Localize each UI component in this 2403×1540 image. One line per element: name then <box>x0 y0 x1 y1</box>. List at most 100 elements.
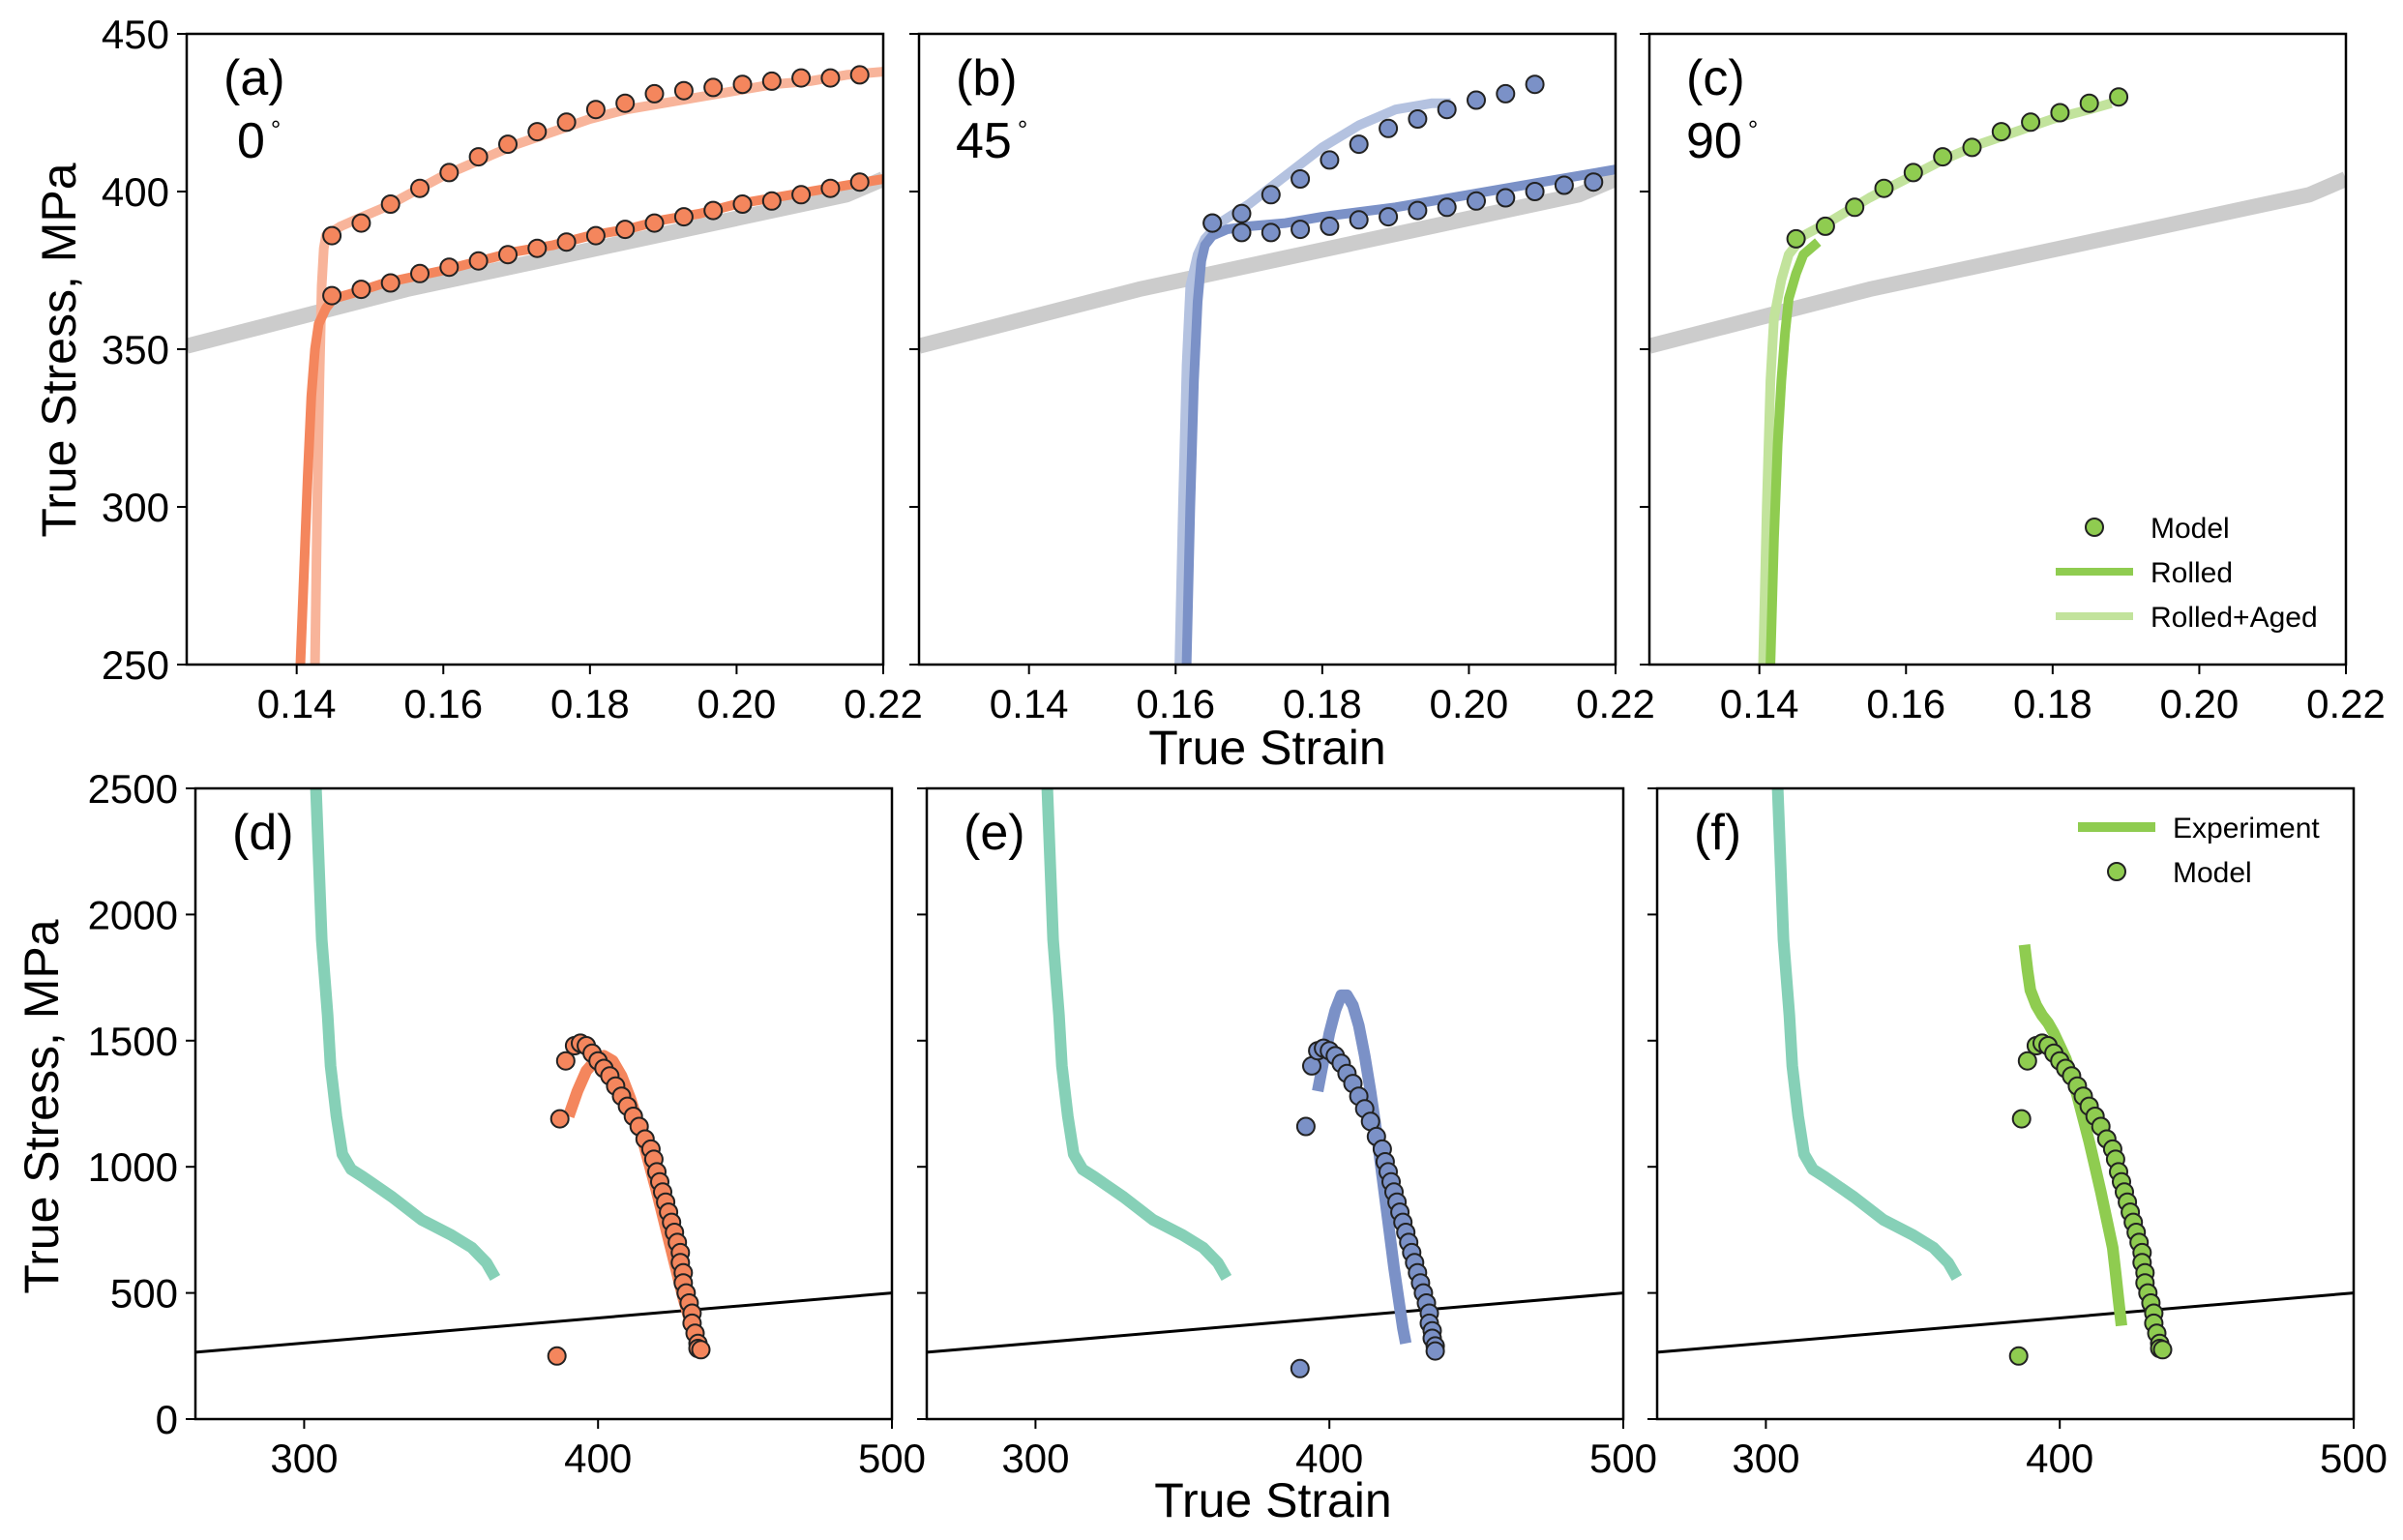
x-tick-label: 300 <box>270 1436 338 1481</box>
data-point <box>585 100 606 120</box>
data-point <box>322 285 342 306</box>
angle-label: 90 ° <box>1686 113 1758 169</box>
legend-marker-model <box>2107 862 2126 881</box>
y-tick-label: 1000 <box>88 1144 178 1190</box>
panel-d: 300 400 500 0 500 1000 1500 2000 2500 (d) <box>88 766 926 1481</box>
data-point <box>410 263 430 283</box>
data-point <box>556 112 577 133</box>
legend: Model Rolled Rolled+Aged <box>2056 513 2318 634</box>
panel-e: 300 400 500 (e) <box>917 786 1657 1481</box>
data-point <box>585 225 606 246</box>
data-point <box>644 83 665 104</box>
data-point <box>732 74 753 95</box>
data-point <box>1496 188 1516 208</box>
x-tick-label: 0.14 <box>990 681 1069 726</box>
legend-marker-model <box>2085 518 2104 537</box>
plot-area <box>187 65 883 665</box>
data-point <box>820 178 841 198</box>
x-tick-label: 0.20 <box>2160 681 2240 726</box>
data-point <box>1554 175 1574 195</box>
data-point <box>1408 200 1428 221</box>
x-tick-label: 0.20 <box>1430 681 1509 726</box>
data-point <box>1290 220 1311 240</box>
data-point <box>1584 172 1604 192</box>
data-point <box>1349 134 1369 155</box>
data-point <box>1231 222 1252 243</box>
x-tick-label: 400 <box>2026 1436 2093 1481</box>
series-reference-curve <box>1041 788 1232 1282</box>
data-point <box>1525 182 1545 201</box>
legend-label: Rolled+Aged <box>2151 602 2318 634</box>
x-tick-label: 400 <box>1295 1436 1363 1481</box>
data-point <box>1425 1341 1445 1361</box>
x-tick-label: 0.14 <box>257 681 337 726</box>
data-point <box>439 257 460 278</box>
angle-value: 45 <box>956 113 1012 169</box>
x-tick-label: 400 <box>564 1436 632 1481</box>
data-point <box>615 93 636 113</box>
y-tick-label: 0 <box>156 1397 178 1442</box>
data-point <box>673 80 694 101</box>
x-tick-label: 0.22 <box>844 681 923 726</box>
data-point <box>761 71 782 91</box>
series-linear-reference <box>1657 1291 2354 1354</box>
y-tick-label: 2000 <box>88 892 178 937</box>
data-point <box>1408 109 1428 129</box>
series-reference-curve <box>1771 788 1963 1282</box>
angle-unit: ° <box>1018 115 1027 144</box>
top-x-axis-title: True Strain <box>1148 721 1385 775</box>
series-reference <box>919 171 1616 354</box>
data-point <box>1437 197 1457 218</box>
y-tick-label: 450 <box>102 12 169 57</box>
data-point <box>1379 118 1399 138</box>
data-point <box>1496 83 1516 104</box>
data-point <box>1467 90 1486 110</box>
data-point <box>761 191 782 211</box>
angle-label: 0 ° <box>237 113 281 169</box>
bottom-x-axis-title: True Strain <box>1154 1473 1391 1527</box>
panel-label: (b) <box>956 50 1018 106</box>
series-rolled-aged <box>1174 98 1451 665</box>
y-tick-label: 250 <box>102 642 169 688</box>
y-tick-label: 2500 <box>88 766 178 812</box>
panel-label: (d) <box>232 805 294 861</box>
x-tick-label: 300 <box>1732 1436 1799 1481</box>
data-point <box>555 1051 576 1071</box>
data-point <box>2011 1109 2032 1129</box>
panel-f: 300 400 500 (f) Experiment Model <box>1647 786 2388 1481</box>
plot-area <box>1657 788 2354 1366</box>
y-tick-label: 300 <box>102 485 169 530</box>
x-tick-label: 0.22 <box>2306 681 2386 726</box>
series-model-upper <box>322 65 870 246</box>
data-point <box>498 245 518 265</box>
x-tick-label: 0.16 <box>1866 681 1945 726</box>
plot-frame <box>925 786 1625 1421</box>
legend-label: Model <box>2173 857 2252 889</box>
data-point <box>849 65 870 85</box>
data-point <box>1874 178 1894 198</box>
x-tick-label: 300 <box>1001 1436 1069 1481</box>
plot-area <box>919 74 1616 665</box>
legend: Experiment Model <box>2078 813 2320 889</box>
series-model <box>2008 1033 2173 1366</box>
data-point <box>1261 185 1281 205</box>
data-point <box>527 238 548 258</box>
data-point <box>1320 150 1340 170</box>
data-point <box>1379 207 1399 227</box>
data-point <box>644 213 665 233</box>
top-y-axis-title: True Stress, MPa <box>32 163 86 537</box>
panel-label: (f) <box>1694 805 1741 861</box>
data-point <box>1525 74 1545 95</box>
series-model <box>1786 87 2129 249</box>
data-point <box>468 147 489 167</box>
data-point <box>1231 203 1252 223</box>
data-point <box>2079 93 2099 113</box>
angle-value: 90 <box>1686 113 1742 169</box>
data-point <box>1786 228 1806 249</box>
data-point <box>2109 87 2129 107</box>
data-point <box>1845 197 1865 218</box>
series-reference <box>187 171 883 354</box>
data-point <box>1349 210 1369 230</box>
